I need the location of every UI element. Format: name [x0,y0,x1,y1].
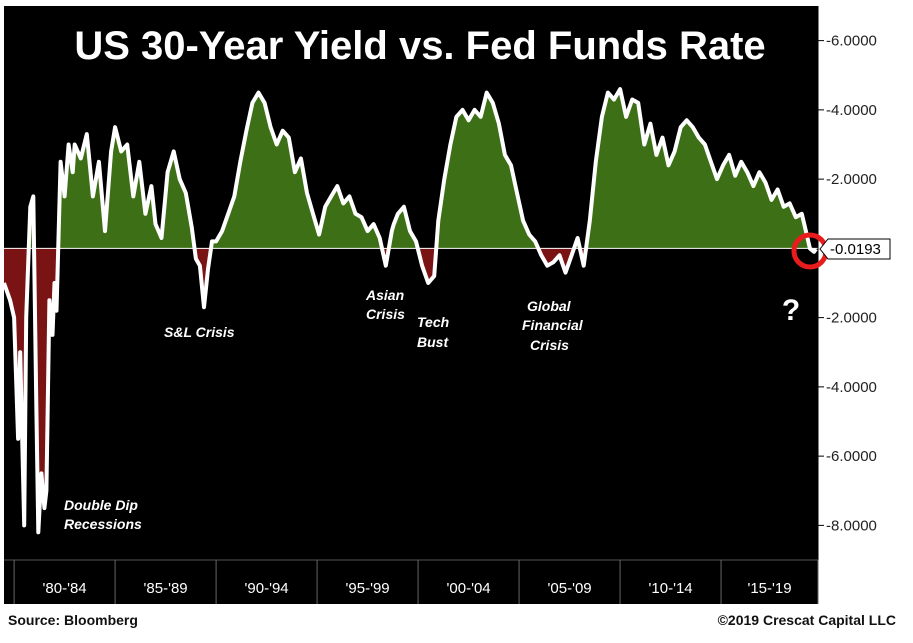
y-tick-label: -4.0000 [826,379,877,396]
x-period-label: '10-'14 [649,580,693,597]
plot-background [4,6,818,560]
annotation-double-dip-line1: Double Dip [64,497,138,513]
x-period-label: '00-'04 [447,580,491,597]
current-value-tag: -0.0193 [819,238,891,260]
x-period-label: '90-'94 [245,580,289,597]
x-period-label: '15-'19 [747,580,791,597]
x-period-label: '95-'99 [346,580,390,597]
annotation-gfc-line2: Financial [522,317,584,333]
y-tick-label: -8.0000 [826,517,877,534]
annotation-tech-line2: Bust [417,334,449,350]
source-label: Source: Bloomberg [8,612,138,628]
y-tick-label: -4.0000 [826,102,877,119]
y-tick-label: -6.0000 [826,33,877,50]
y-tick-label: -2.0000 [826,310,877,327]
question-mark: ? [782,294,800,327]
annotation-gfc-line3: Crisis [530,337,569,353]
x-period-label: '85-'89 [144,580,188,597]
annotation-tech-line1: Tech [417,314,449,330]
annotation-asian-line1: Asian [365,287,404,303]
current-value-tag-shape [819,238,891,260]
x-axis: '80-'84 '85-'89 '90-'94 '95-'99 '00-'04 '05-'… [4,559,819,604]
annotation-sl-crisis: S&L Crisis [164,324,235,340]
spread-line [2,87,818,535]
positive-spread-area [28,89,810,249]
y-tick-label: -6.0000 [826,448,877,465]
current-value-label: -0.0193 [830,241,881,258]
x-axis-band [4,560,818,604]
chart-title: US 30-Year Yield vs. Fed Funds Rate [74,24,765,68]
copyright-label: ©2019 Crescat Capital LLC [718,612,896,628]
x-period-label: '80-'84 [43,580,87,597]
annotation-asian-line2: Crisis [366,306,405,322]
annotation-gfc-line1: Global [527,298,572,314]
y-tick-label: -2.0000 [826,171,877,188]
x-period-label: '05-'09 [548,580,592,597]
annotation-double-dip-line2: Recessions [64,516,142,532]
y-axis: -6.0000 -4.0000 -2.0000 -2.0000 -4.0000 -6.00… [817,6,877,560]
